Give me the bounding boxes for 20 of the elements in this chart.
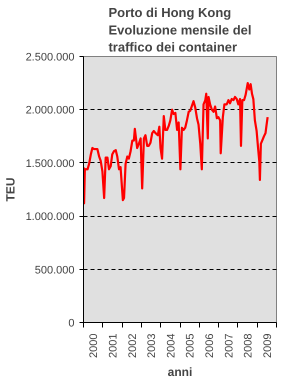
line-series [84, 82, 269, 204]
y-tick-label: 0 [68, 318, 75, 330]
x-axis-title: anni [168, 364, 192, 379]
y-tick-label: 500.000 [34, 264, 75, 276]
y-axis-title: TEU [4, 178, 18, 202]
chart-title: Porto di Hong Kong Evoluzione mensile del traffico dei container [108, 5, 252, 54]
x-tick-label: 2009 [262, 333, 274, 358]
y-tick-label: 2.000.000 [26, 104, 74, 117]
y-tick-label: 2.500.000 [26, 52, 74, 64]
x-tick-label: 2000 [88, 333, 100, 358]
x-tick-label: 2001 [107, 333, 120, 358]
x-tick-label: 2003 [146, 333, 158, 358]
x-tick-label: 2005 [184, 333, 197, 358]
x-tick-label: 2006 [204, 333, 216, 358]
x-tick-label: 2007 [223, 333, 236, 358]
x-tick-label: 2008 [242, 333, 255, 358]
x-tick-label: 2004 [165, 333, 178, 358]
x-tick-label: 2002 [126, 333, 139, 358]
y-tick-label: 1.000.000 [26, 211, 74, 224]
y-tick-label: 1.500.000 [26, 158, 74, 170]
